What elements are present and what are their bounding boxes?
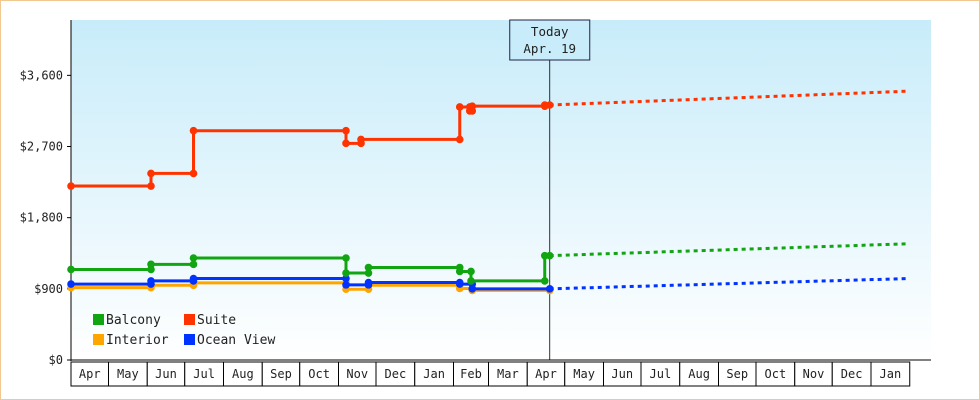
x-tick-label: Aug (232, 367, 254, 381)
ocean-view-forecast-line (549, 277, 909, 291)
ocean-view-point (468, 285, 477, 293)
balcony-point (467, 277, 475, 285)
month-cell (870, 361, 911, 387)
balcony-point (545, 251, 554, 260)
suite-point (189, 126, 198, 135)
legend-swatch (184, 334, 195, 345)
month-cell (414, 361, 454, 387)
today-box (509, 19, 591, 61)
x-tick-label: Feb (460, 367, 482, 381)
x-tick-label: Aug (688, 367, 710, 381)
today-date: Apr. 19 (523, 41, 576, 56)
balcony-point (189, 254, 198, 262)
balcony-forecast-line (549, 242, 909, 258)
balcony-point (342, 254, 350, 262)
month-cell (184, 361, 224, 387)
ocean-view-point (342, 274, 350, 283)
x-tick-label: Jan (880, 367, 902, 381)
month-cell (526, 361, 566, 387)
month-cell (223, 361, 263, 387)
x-tick-label: Dec (841, 367, 863, 381)
suite-point (342, 139, 350, 148)
suite-point (147, 169, 155, 178)
legend-label: Suite (197, 313, 236, 328)
balcony-point (189, 260, 198, 269)
legend-swatch (93, 314, 104, 325)
balcony-point (67, 265, 75, 274)
legend-label: Balcony (106, 313, 161, 328)
month-cell (146, 361, 186, 387)
balcony-point (342, 269, 350, 277)
month-cell (70, 361, 109, 387)
balcony-point (364, 269, 373, 277)
month-cell (794, 361, 833, 387)
suite-point (455, 103, 464, 111)
plot-background (71, 20, 931, 360)
x-tick-label: Nov (346, 367, 368, 381)
legend-label: Interior (106, 333, 169, 348)
today-title: Today (531, 24, 569, 39)
suite-point (67, 182, 75, 190)
ocean-view-point (455, 280, 464, 288)
ocean-view-point (147, 277, 155, 285)
suite-point (545, 101, 554, 109)
x-tick-label: May (117, 367, 139, 381)
balcony-point (540, 277, 549, 285)
legend-swatch (184, 314, 195, 325)
month-cell (108, 361, 148, 387)
x-tick-label: Oct (765, 367, 787, 381)
x-tick-label: Apr (79, 367, 101, 381)
month-cell (755, 361, 796, 387)
balcony-point (455, 267, 464, 276)
ocean-view-point (342, 281, 350, 289)
balcony-point (147, 260, 155, 269)
legend-swatch (93, 334, 104, 345)
ocean-view-point (189, 274, 198, 283)
legend-label: Ocean View (197, 333, 275, 348)
balcony-point (467, 267, 475, 276)
x-tick-label: Dec (385, 367, 407, 381)
month-cell (488, 361, 528, 387)
y-tick-label: $0 (49, 353, 63, 367)
x-tick-label: Mar (497, 367, 519, 381)
suite-forecast-line (549, 89, 909, 107)
suite-point (357, 135, 365, 144)
x-tick-label: Apr (535, 367, 557, 381)
y-tick-label: $900 (34, 282, 63, 296)
x-tick-label: Nov (803, 367, 825, 381)
suite-point (342, 126, 350, 135)
month-cell (640, 361, 681, 387)
suite-line (71, 103, 550, 188)
month-cell (338, 361, 377, 387)
ocean-view-point (545, 285, 554, 293)
x-tick-label: Jun (155, 367, 177, 381)
x-tick-label: Jun (611, 367, 633, 381)
x-tick-label: Jul (650, 367, 672, 381)
y-tick-label: $2,700 (20, 140, 63, 154)
y-tick-label: $1,800 (20, 211, 63, 225)
x-tick-label: Sep (270, 367, 292, 381)
x-tick-label: Oct (308, 367, 330, 381)
suite-point (147, 182, 155, 190)
suite-point (189, 169, 198, 178)
month-cell (831, 361, 872, 387)
ocean-view-point (364, 278, 373, 287)
y-tick-label: $3,600 (20, 68, 63, 82)
balcony-point (364, 263, 373, 272)
x-tick-label: Sep (726, 367, 748, 381)
x-tick-label: May (573, 367, 595, 381)
x-tick-label: Jan (423, 367, 445, 381)
month-cell (718, 361, 757, 387)
suite-point (468, 102, 477, 110)
x-tick-label: Jul (193, 367, 215, 381)
ocean-view-point (67, 280, 75, 288)
suite-point (455, 135, 464, 144)
month-cell (603, 361, 642, 387)
